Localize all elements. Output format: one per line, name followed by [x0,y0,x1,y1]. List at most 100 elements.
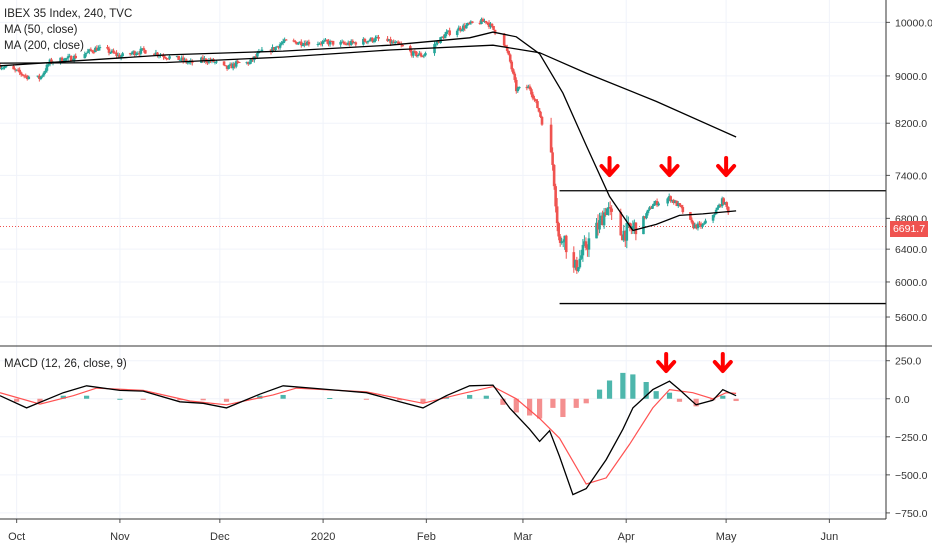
candle-body [720,198,724,207]
candle-body [227,65,230,69]
candle-body [514,79,518,92]
candle-body [72,55,76,61]
histogram-bar [666,392,673,399]
candle-body [390,41,394,44]
candle-body [328,40,332,45]
candle-body [693,224,697,229]
candle-body [246,62,250,65]
candle-body [292,40,296,42]
candle-body [539,111,542,117]
candle-body [74,55,78,59]
candle-body [487,22,491,27]
candle-body [448,30,451,35]
candle-body [410,51,414,56]
candle-body [392,41,395,44]
candle-body [18,69,21,73]
candle-body [702,223,706,225]
candle-body [466,22,470,26]
candle-body [395,41,398,43]
time-tick-label: Nov [110,531,130,543]
candle-body [177,55,180,61]
ma50-line [0,31,737,232]
time-tick-label: 2020 [311,531,335,543]
candle-body [66,56,70,59]
candle-body [699,223,703,227]
histogram-bar [630,374,636,399]
candle-body [455,30,459,35]
candle-body [516,88,520,92]
candle-body [113,52,117,54]
price-arrow-icon [659,164,680,177]
candle-body [16,69,20,71]
candle-body [277,46,280,48]
annotation-arrows[interactable] [599,156,737,373]
candle-body [648,207,651,210]
candle-body [631,226,635,230]
macd-legend-label[interactable]: MACD (12, 26, close, 9) [4,358,127,370]
candle-body [234,61,238,67]
candle-body [84,52,88,55]
candle-body [110,50,114,53]
histogram-bar [467,394,473,399]
macd-lines [0,380,737,496]
histogram-bar [397,398,403,401]
candle-body [549,124,553,153]
candle-body [319,43,323,45]
candle-body [518,86,521,89]
candle-body [254,56,258,58]
ma200-legend[interactable]: MA (200, close) [4,40,84,52]
candle-body [280,43,283,45]
candle-body [60,57,64,62]
candle-body [415,51,418,57]
candle-body [340,41,344,43]
price-legend: IBEX 35 Index, 240, TVC MA (50, close) M… [4,6,132,54]
candle-body [225,65,229,69]
candle-body [525,86,529,89]
time-tick-label: Apr [618,531,635,543]
candle-body [307,41,311,45]
candle-body [327,41,330,45]
candle-body [128,53,132,55]
horizontal-lines[interactable] [0,190,886,305]
macd-tick-label: 250.0 [895,356,921,368]
candle-body [269,49,273,52]
candle-body [1,67,5,69]
candle-body [572,252,576,268]
candle-body [88,49,91,52]
candle-body [484,20,488,23]
candle-body [237,61,241,63]
candle-body [436,41,439,44]
candle-body [669,196,673,202]
candle-body [3,67,6,69]
macd-arrow-icon [712,360,733,373]
candle-body [295,42,299,45]
ma50-legend[interactable]: MA (50, close) [4,24,78,36]
candle-body [531,94,535,99]
candle-body [446,30,450,32]
candle-body [608,207,612,209]
symbol-title[interactable]: IBEX 35 Index, 240, TVC [4,8,133,20]
last-price-tag: 6691.7 [890,221,928,237]
histogram-bar [596,389,603,399]
candle-body [607,207,610,209]
histogram-bar [200,398,206,401]
price-tick-label: 9000.0 [895,71,927,83]
candle-body [36,75,40,77]
candle-body [251,58,255,61]
candle-body [343,43,347,45]
candle-body [50,59,53,64]
candle-body [281,41,285,44]
candle-body [481,19,485,22]
candle-body [437,41,441,44]
candle-body [698,223,701,225]
candle-body [657,203,660,206]
candle-body [561,241,565,243]
candle-body [321,41,324,44]
candle-body [401,45,405,47]
candle-body [645,213,648,219]
candle-body [206,61,209,63]
candle-body [39,76,43,79]
candle-body [106,47,109,49]
candle-body [349,40,353,45]
